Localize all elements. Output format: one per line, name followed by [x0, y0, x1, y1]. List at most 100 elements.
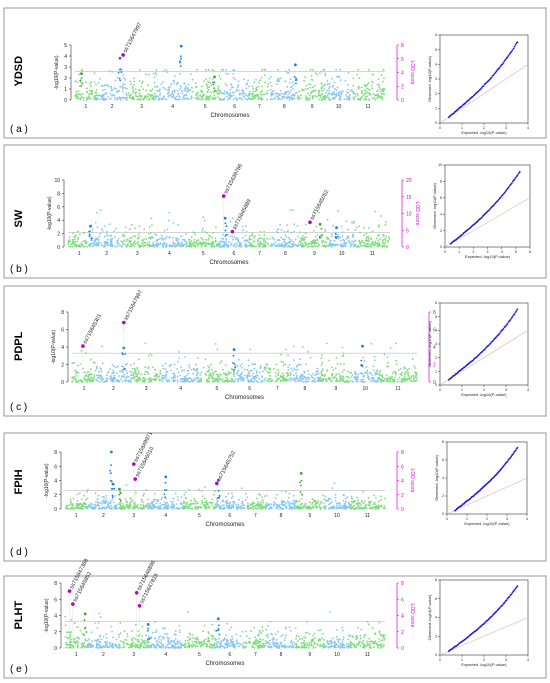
y-axis-label: -log10(P-value): [51, 330, 57, 365]
snp-point: [114, 377, 116, 380]
snp-point: [267, 83, 270, 86]
qq-x-label: Expected -log10(P-value): [465, 254, 511, 259]
snp-point: [193, 497, 196, 500]
snp-point: [231, 217, 234, 219]
snp-point: [336, 86, 339, 89]
snp-point: [129, 97, 132, 99]
snp-point: [183, 380, 186, 383]
snp-point: [340, 225, 343, 228]
snp-point: [372, 369, 375, 371]
peak-point: [88, 230, 90, 233]
snp-point: [344, 245, 347, 247]
snp-point: [224, 237, 227, 240]
snp-point: [91, 239, 94, 242]
snp-point: [395, 359, 397, 362]
snp-point: [121, 380, 124, 383]
snp-point: [354, 378, 357, 381]
snp-point: [376, 242, 379, 245]
snp-point: [91, 503, 93, 506]
snp-point: [192, 242, 195, 245]
snp-point: [256, 374, 259, 377]
snp-point: [93, 81, 96, 83]
qq-x-tick-label: 6: [529, 250, 531, 254]
snp-point: [147, 84, 149, 87]
qq-y-tick-label: 0: [435, 121, 437, 125]
qq-point: [450, 242, 453, 244]
snp-point: [368, 243, 370, 246]
snp-point: [228, 373, 231, 375]
snp-point: [339, 79, 342, 82]
snp-point: [269, 244, 272, 247]
snp-point: [85, 374, 88, 377]
snp-point: [278, 239, 281, 242]
qq-y-tick-label: 2: [440, 229, 442, 233]
qq-x-tick-label: 4: [527, 388, 529, 392]
snp-point: [358, 77, 361, 79]
x-axis-label: Chromosomes: [209, 260, 248, 266]
snp-point: [303, 237, 306, 239]
snp-point: [359, 243, 361, 245]
snp-point: [242, 378, 245, 380]
snp-label: ss715647997: [123, 289, 144, 321]
snp-point: [250, 507, 253, 510]
snp-point: [257, 98, 260, 101]
snp-point: [138, 92, 141, 95]
snp-point: [289, 78, 292, 81]
snp-point: [94, 506, 97, 509]
snp-point: [206, 90, 209, 93]
snp-point: [144, 370, 147, 373]
snp-point: [275, 95, 278, 98]
snp-point: [322, 378, 325, 380]
snp-point: [204, 358, 207, 361]
snp-point: [308, 373, 311, 376]
snp-point: [147, 373, 150, 375]
snp-point: [310, 245, 313, 248]
snp-point: [304, 376, 307, 379]
snp-point: [385, 235, 388, 238]
snp-point: [96, 639, 98, 642]
snp-point: [185, 97, 188, 100]
snp-point: [170, 376, 173, 379]
snp-point: [78, 492, 81, 495]
snp-point: [74, 642, 77, 645]
snp-point: [129, 505, 132, 508]
qq-point: [514, 449, 517, 452]
peak-point: [165, 489, 168, 491]
snp-point: [205, 95, 208, 98]
snp-point: [321, 242, 324, 245]
snp-point: [83, 245, 86, 248]
snp-point: [180, 380, 182, 383]
snp-point: [181, 506, 183, 509]
snp-point: [219, 77, 222, 80]
snp-point: [361, 373, 364, 376]
snp-point: [160, 237, 162, 240]
qq-point: [480, 216, 483, 219]
snp-point: [331, 377, 334, 379]
snp-point: [247, 381, 250, 383]
snp-point: [130, 500, 132, 503]
snp-point: [359, 372, 362, 374]
snp-point: [319, 95, 321, 97]
snp-point: [256, 242, 259, 245]
snp-point: [99, 233, 101, 235]
snp-point: [96, 238, 99, 241]
snp-point: [243, 78, 245, 81]
snp-point: [64, 636, 67, 638]
snp-point: [95, 500, 97, 503]
chromosome-tick-label: 11: [395, 386, 400, 392]
snp-point: [283, 244, 286, 246]
snp-point: [403, 375, 406, 378]
snp-point: [110, 235, 112, 237]
snp-point: [172, 222, 175, 224]
peak-point: [224, 229, 227, 232]
snp-point: [139, 245, 141, 248]
snp-point: [188, 488, 191, 491]
snp-point: [98, 374, 101, 376]
snp-point: [176, 98, 179, 101]
snp-point: [356, 73, 358, 76]
snp-point: [251, 506, 254, 508]
snp-point: [374, 506, 377, 508]
snp-point: [264, 244, 266, 246]
peak-top-point: [335, 226, 338, 230]
